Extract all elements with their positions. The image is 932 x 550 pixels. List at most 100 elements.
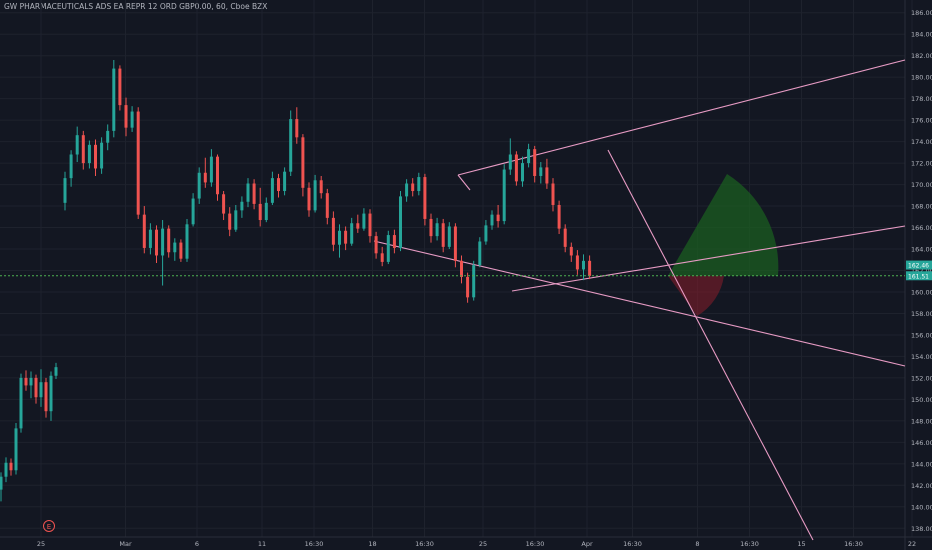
- price-tick-label: 154.00: [911, 353, 932, 361]
- candle-body: [216, 156, 219, 195]
- candle-body: [338, 230, 341, 245]
- candle-body: [295, 119, 299, 138]
- candle-body: [234, 210, 238, 230]
- candle-body: [161, 228, 165, 256]
- candle-body: [106, 130, 110, 143]
- chart-title: GW PHARMACEUTICALS ADS EA REPR 12 ORD GB…: [4, 2, 268, 11]
- candle-body: [539, 167, 543, 176]
- candle-body: [54, 367, 58, 376]
- price-tick-label: 146.00: [911, 439, 932, 447]
- candle-body: [39, 382, 43, 398]
- candle-body: [24, 377, 28, 386]
- candle-body: [331, 217, 335, 245]
- time-tick-label: Apr: [581, 540, 593, 548]
- candle-body: [301, 137, 305, 188]
- candle-body: [313, 180, 317, 211]
- candle-body: [130, 111, 134, 128]
- price-tick-label: 164.00: [911, 246, 932, 254]
- last-price-tag: [906, 271, 932, 281]
- price-tick-label: 138.00: [911, 525, 932, 533]
- candle-body: [179, 242, 183, 259]
- candle-body: [557, 204, 561, 229]
- trendline: [511, 225, 906, 292]
- price-tick-label: 172.00: [911, 160, 932, 168]
- candle-body: [417, 177, 421, 192]
- candle-body: [386, 235, 390, 262]
- last-price-label: 161.51: [908, 273, 929, 280]
- time-tick-label: 16:30: [844, 540, 863, 548]
- candle-body: [380, 253, 384, 262]
- candle-body: [344, 230, 348, 244]
- candle-body: [362, 213, 366, 229]
- price-tick-label: 168.00: [911, 203, 932, 211]
- candle-body: [209, 156, 213, 183]
- candle-body: [368, 213, 372, 237]
- candle-body: [466, 276, 470, 298]
- price-tick-label: 162.00: [911, 267, 932, 275]
- candle-body: [502, 169, 506, 222]
- candle-body: [588, 260, 592, 276]
- price-tick-label: 184.00: [911, 31, 932, 39]
- prev-close-tag: [906, 260, 932, 270]
- price-tick-label: 158.00: [911, 310, 932, 318]
- candle-body: [496, 214, 500, 222]
- candle-body: [148, 229, 152, 248]
- time-tick-label: 16:30: [740, 540, 759, 548]
- prev-close-label: 162.46: [908, 263, 929, 270]
- candle-body: [185, 224, 189, 259]
- candle-body: [435, 223, 439, 237]
- candle-body: [325, 193, 329, 218]
- time-tick-label: 18: [368, 540, 376, 548]
- price-tick-label: 140.00: [911, 503, 932, 511]
- candle-body: [0, 476, 3, 490]
- candle-body: [14, 428, 18, 471]
- candle-body: [392, 235, 396, 248]
- candle-body: [441, 223, 445, 247]
- candle-body: [533, 149, 537, 176]
- candle-body: [69, 154, 73, 179]
- candle-body: [29, 377, 33, 386]
- candle-body: [246, 183, 250, 202]
- candle-body: [252, 183, 256, 204]
- earnings-badge[interactable]: E: [43, 520, 55, 532]
- candle-body: [4, 462, 8, 477]
- candle-body: [264, 202, 268, 221]
- candle-body: [374, 236, 378, 254]
- candle-body: [460, 260, 463, 277]
- price-tick-label: 186.00: [911, 9, 932, 17]
- price-tick-label: 142.00: [911, 482, 932, 490]
- candle-body: [240, 201, 244, 211]
- candle-body: [453, 226, 457, 261]
- price-axis: 186.00 184.00 182.00 180.00 178.00 176.00 174.…: [911, 9, 932, 533]
- price-tick-label: 176.00: [911, 117, 932, 125]
- time-tick-label: 16:30: [305, 540, 324, 548]
- time-tick-label: 8: [695, 540, 699, 548]
- candle-body: [19, 377, 23, 429]
- price-tick-label: 148.00: [911, 417, 932, 425]
- time-tick-label: 16:30: [415, 540, 434, 548]
- price-tick-label: 182.00: [911, 52, 932, 60]
- candle-body: [124, 105, 128, 128]
- candle-body: [191, 198, 195, 225]
- candle-body: [44, 382, 48, 412]
- candle-body: [472, 265, 476, 298]
- candle-body: [411, 183, 415, 192]
- candle-body: [582, 260, 585, 270]
- time-tick-label: 22: [908, 540, 916, 548]
- candle-body: [167, 228, 171, 253]
- candle-series: [0, 59, 592, 502]
- candle-body: [142, 214, 146, 248]
- candle-body: [447, 226, 451, 247]
- time-tick-label: 16:30: [526, 540, 545, 548]
- price-tick-label: 178.00: [911, 95, 932, 103]
- candle-body: [563, 228, 567, 247]
- candle-body: [197, 172, 201, 199]
- candle-body: [75, 135, 79, 155]
- candle-body: [508, 154, 512, 170]
- candle-body: [81, 135, 85, 164]
- projection-arc-red: [668, 275, 724, 316]
- time-tick-label: 15: [797, 540, 805, 548]
- time-tick-label: 6: [195, 540, 199, 548]
